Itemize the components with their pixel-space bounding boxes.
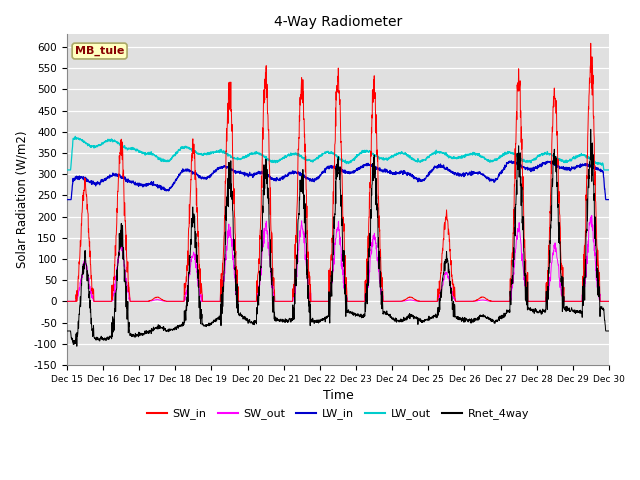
X-axis label: Time: Time [323,389,353,402]
Legend: SW_in, SW_out, LW_in, LW_out, Rnet_4way: SW_in, SW_out, LW_in, LW_out, Rnet_4way [143,404,533,424]
Title: 4-Way Radiometer: 4-Way Radiometer [274,15,402,29]
Text: MB_tule: MB_tule [75,46,124,56]
Y-axis label: Solar Radiation (W/m2): Solar Radiation (W/m2) [15,131,28,268]
